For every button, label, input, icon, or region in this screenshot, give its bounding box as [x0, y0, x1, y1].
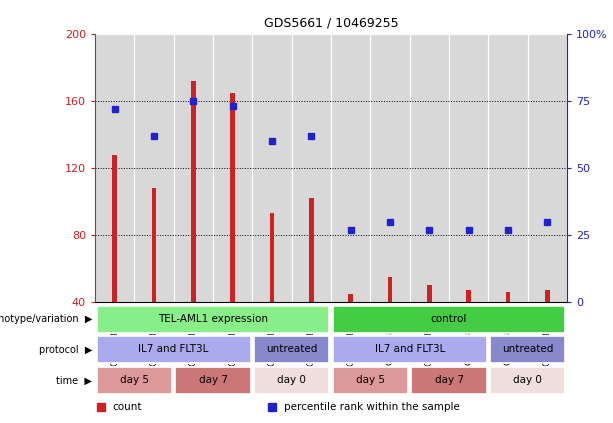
Bar — [112, 154, 117, 302]
Bar — [97, 336, 251, 363]
Bar — [270, 213, 275, 302]
Bar — [333, 336, 487, 363]
Bar — [387, 277, 392, 302]
Bar — [191, 81, 196, 302]
Bar — [292, 34, 331, 302]
Bar — [489, 34, 528, 302]
Bar — [409, 34, 449, 302]
Bar — [213, 34, 253, 302]
Bar — [528, 34, 567, 302]
Text: untreated: untreated — [266, 344, 318, 354]
Bar — [151, 188, 156, 302]
Bar — [173, 34, 213, 302]
Bar — [427, 285, 432, 302]
Bar — [175, 367, 251, 394]
Text: day 5: day 5 — [356, 375, 385, 385]
Bar — [490, 367, 565, 394]
Text: day 0: day 0 — [513, 375, 542, 385]
Text: IL7 and FLT3L: IL7 and FLT3L — [139, 344, 209, 354]
Bar — [97, 367, 172, 394]
Bar — [466, 290, 471, 302]
Text: genotype/variation  ▶: genotype/variation ▶ — [0, 314, 92, 324]
Bar — [545, 290, 550, 302]
Text: count: count — [113, 402, 142, 412]
Title: GDS5661 / 10469255: GDS5661 / 10469255 — [264, 17, 398, 30]
Text: untreated: untreated — [502, 344, 554, 354]
Bar — [309, 198, 314, 302]
Bar — [370, 34, 409, 302]
Bar — [449, 34, 489, 302]
Bar — [506, 292, 511, 302]
Bar — [254, 336, 329, 363]
Bar — [95, 34, 134, 302]
Text: control: control — [431, 314, 467, 324]
Text: day 0: day 0 — [277, 375, 306, 385]
Text: day 7: day 7 — [435, 375, 463, 385]
Bar — [230, 93, 235, 302]
Bar — [333, 367, 408, 394]
Bar — [331, 34, 370, 302]
Bar — [411, 367, 487, 394]
Text: TEL-AML1 expression: TEL-AML1 expression — [158, 314, 268, 324]
Text: day 7: day 7 — [199, 375, 227, 385]
Text: day 5: day 5 — [120, 375, 149, 385]
Bar — [253, 34, 292, 302]
Text: time  ▶: time ▶ — [56, 375, 92, 385]
Bar — [348, 294, 353, 302]
Bar — [254, 367, 329, 394]
Text: IL7 and FLT3L: IL7 and FLT3L — [375, 344, 445, 354]
Bar — [97, 306, 329, 333]
Bar — [333, 306, 565, 333]
Bar — [490, 336, 565, 363]
Bar — [134, 34, 173, 302]
Text: percentile rank within the sample: percentile rank within the sample — [284, 402, 460, 412]
Text: protocol  ▶: protocol ▶ — [39, 345, 92, 355]
